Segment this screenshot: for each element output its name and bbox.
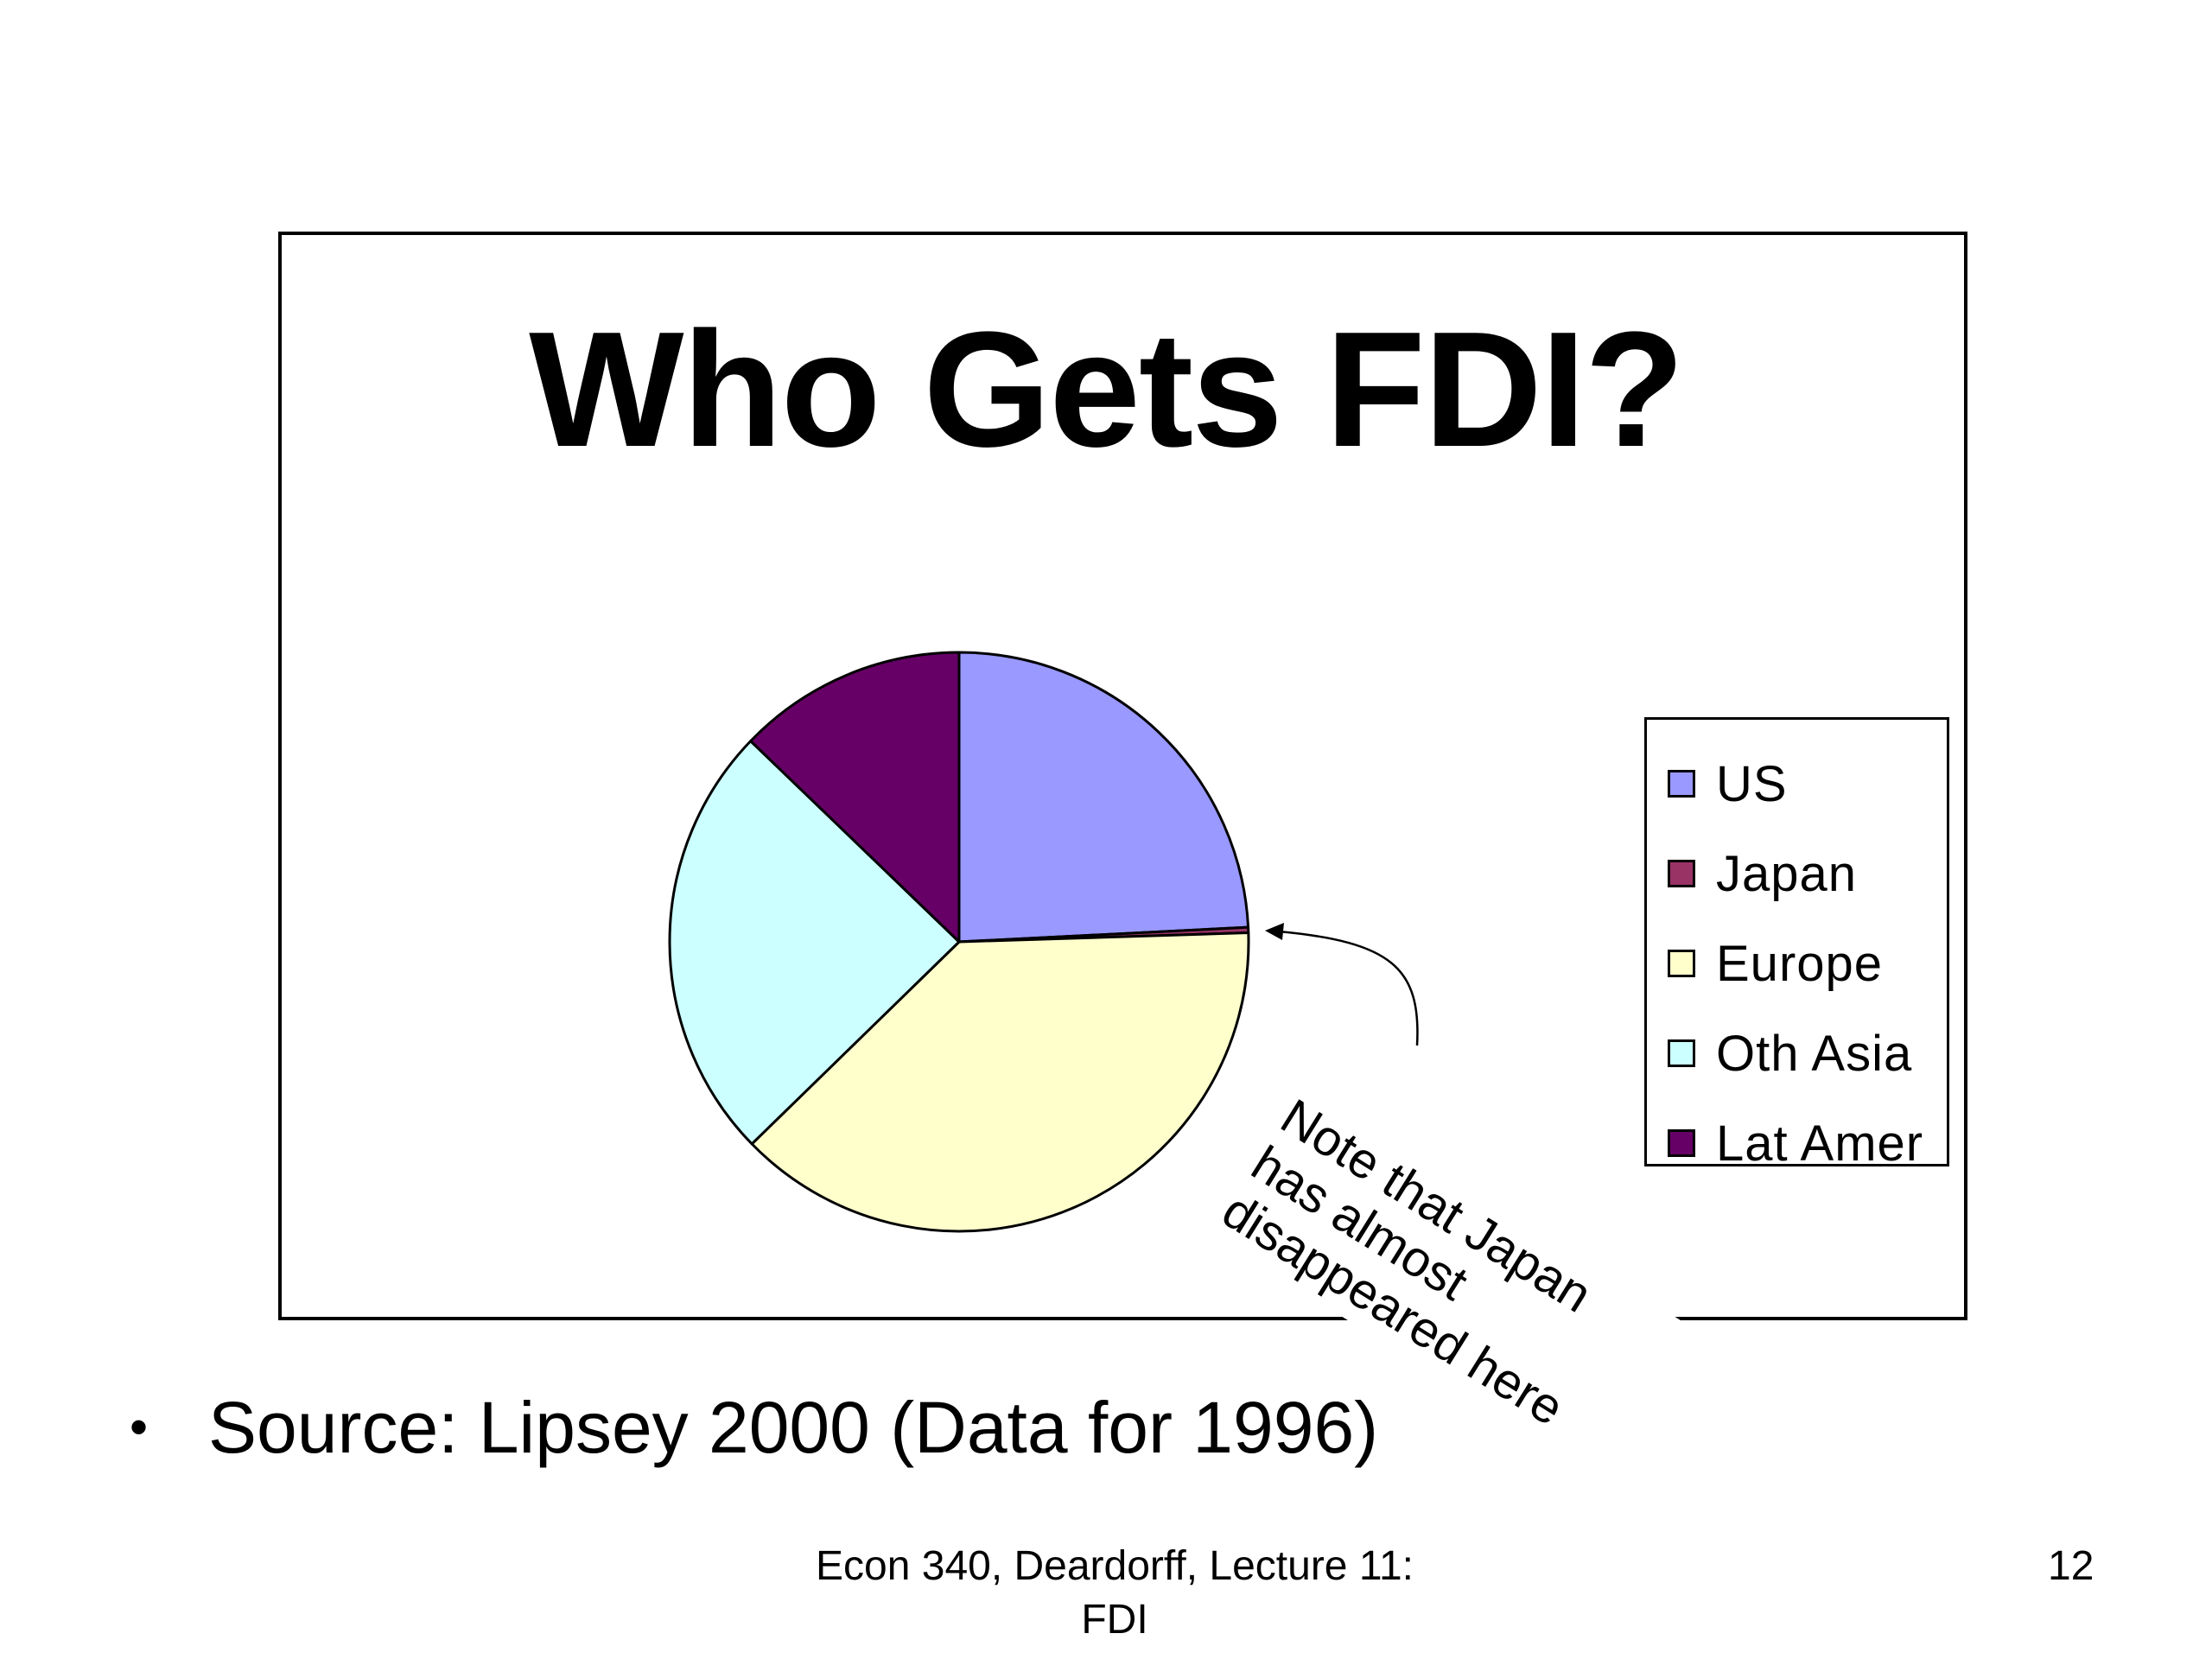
pie-slice-us (957, 651, 1250, 944)
legend: US Japan Europe Oth Asia Lat Amer (1644, 717, 1949, 1172)
source-text: Source: Lipsey 2000 (Data for 1996) (208, 1387, 1379, 1468)
legend-label: US (1716, 755, 1788, 812)
footer-line: FDI (1081, 1597, 1148, 1643)
legend-label: Oth Asia (1716, 1025, 1913, 1082)
footer-line: Econ 340, Deardorff, Lecture 11: (816, 1543, 1414, 1589)
legend-item: Lat Amer (1647, 1098, 1947, 1188)
legend-item: Oth Asia (1647, 1008, 1947, 1098)
legend-item: US (1647, 739, 1947, 829)
legend-item: Japan (1647, 829, 1947, 918)
legend-swatch (1668, 1129, 1695, 1157)
chart-title: Who Gets FDI? (529, 298, 1685, 481)
legend-item: Europe (1647, 918, 1947, 1008)
legend-label: Japan (1716, 845, 1858, 902)
annotation-arrow (1278, 930, 1419, 1046)
annotation-arrowhead (1265, 923, 1284, 940)
pie-slice-europe (750, 931, 1250, 1233)
source-bullet: • Source: Lipsey 2000 (Data for 1996) (130, 1391, 1378, 1464)
pie-slice-oth-asia (668, 740, 961, 1146)
legend-swatch (1668, 770, 1695, 798)
bullet-dot: • (130, 1398, 149, 1456)
legend-swatch (1668, 1039, 1695, 1067)
legend-swatch (1668, 860, 1695, 887)
legend-label: Lat Amer (1716, 1115, 1924, 1172)
page-number: 12 (2048, 1543, 2094, 1589)
legend-label: Europe (1716, 935, 1884, 992)
legend-swatch (1668, 950, 1695, 977)
slide-footer: Econ 340, Deardorff, Lecture 11: FDI (778, 1540, 1452, 1647)
pie-slice-lat-amer (749, 651, 961, 944)
